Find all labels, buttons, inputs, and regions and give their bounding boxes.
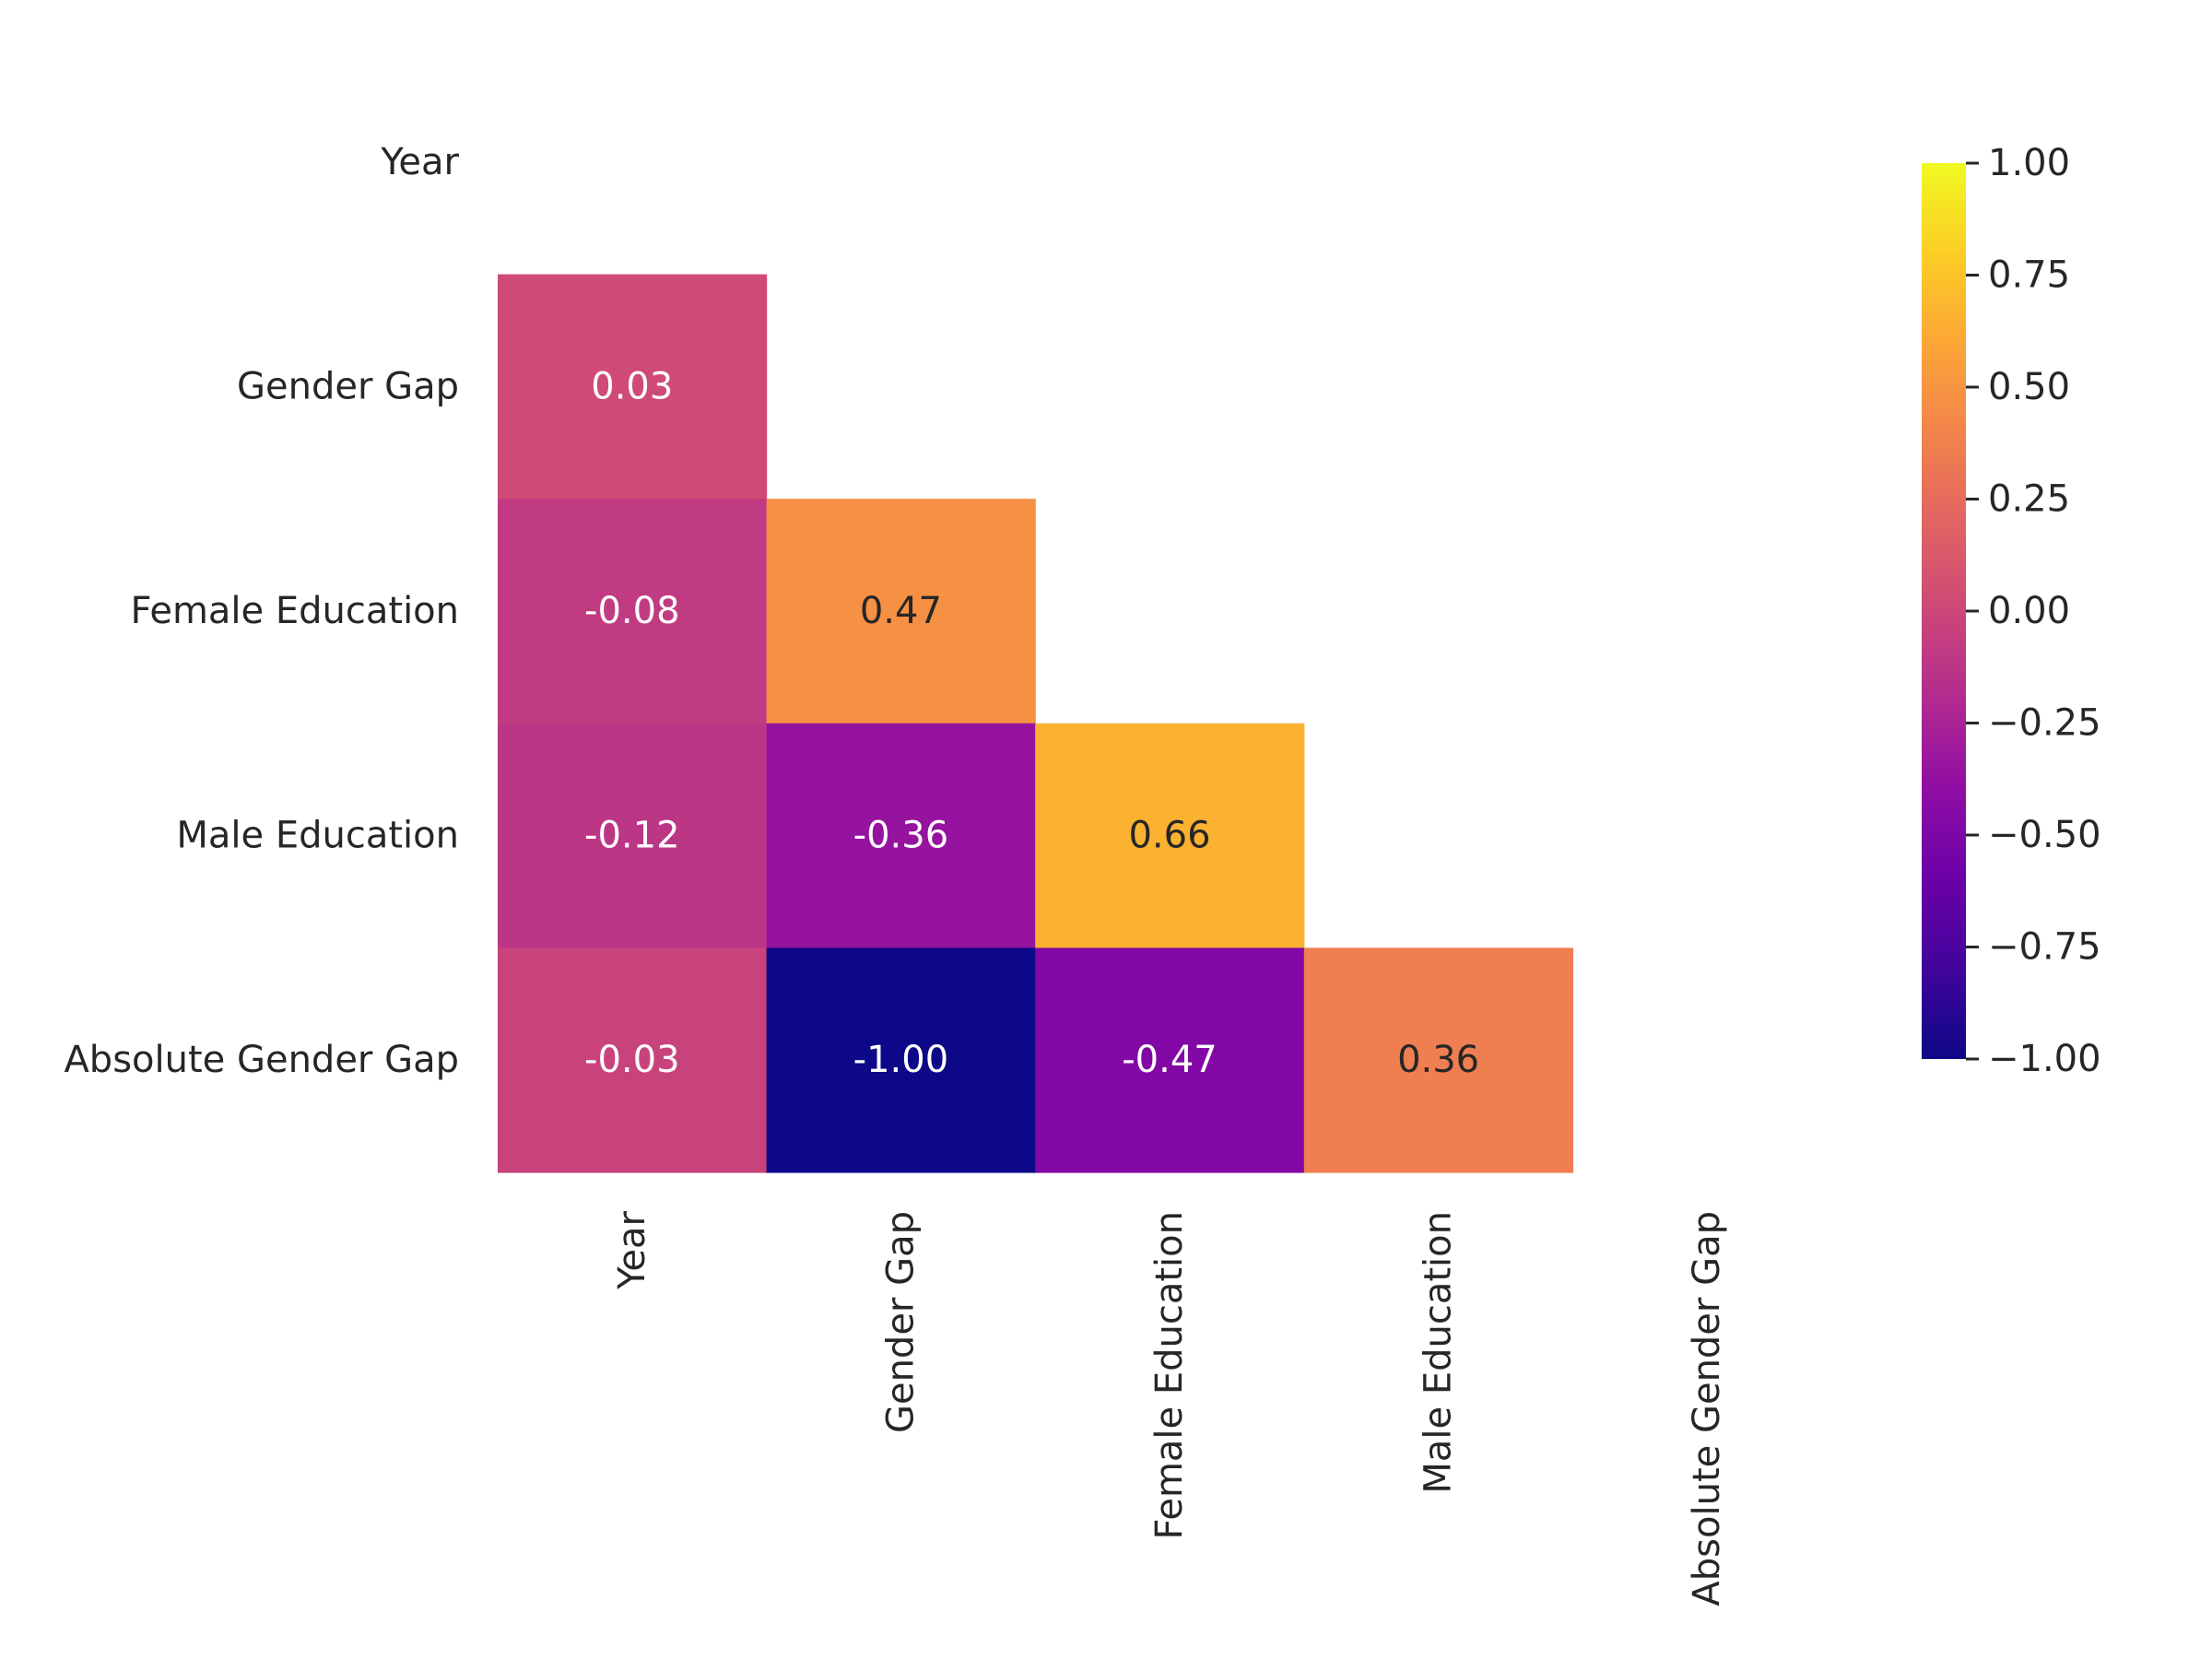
colorbar: 1.00 0.75 0.50 0.25 0.00 −0.25 −0.50 −0.75 −1.00 xyxy=(1922,142,2101,1080)
y-tick-label: Absolute Gender Gap xyxy=(64,1039,459,1081)
cell-value-label: -0.12 xyxy=(584,815,680,857)
x-tick-label: Male Education xyxy=(1418,1211,1460,1494)
cell-value-label: -0.08 xyxy=(584,590,680,632)
cell-value-label: -0.36 xyxy=(853,815,949,857)
cell-value-label: 0.66 xyxy=(1128,815,1210,857)
x-tick-label: Absolute Gender Gap xyxy=(1686,1211,1728,1606)
y-tick-label: Male Education xyxy=(176,815,459,857)
colorbar-tick-label: −0.50 xyxy=(1988,814,2101,856)
colorbar-tick-label: 0.25 xyxy=(1988,478,2070,521)
cell-value-label: 0.36 xyxy=(1397,1039,1479,1081)
cell-value-label: 0.03 xyxy=(591,365,673,407)
x-tick-label: Female Education xyxy=(1148,1211,1191,1539)
heatmap-cell xyxy=(498,947,768,1173)
heatmap-cell xyxy=(766,947,1036,1173)
cell-value-label: -0.47 xyxy=(1122,1039,1218,1081)
heatmap-cell xyxy=(498,723,768,948)
colorbar-tick-label: 0.50 xyxy=(1988,366,2070,408)
x-tick-label: Gender Gap xyxy=(879,1211,922,1433)
colorbar-gradient xyxy=(1922,163,1966,1059)
cell-value-label: -0.03 xyxy=(584,1039,680,1081)
cell-value-label: 0.47 xyxy=(860,590,942,632)
colorbar-tick-label: −0.25 xyxy=(1988,702,2101,745)
y-tick-label: Gender Gap xyxy=(237,365,459,407)
colorbar-tick-label: −0.75 xyxy=(1988,926,2101,969)
cell-value-label: -1.00 xyxy=(853,1039,949,1081)
colorbar-tick-label: 0.75 xyxy=(1988,254,2070,297)
heatmap-cell xyxy=(766,499,1036,724)
heatmap-cell xyxy=(766,723,1036,948)
heatmap-cell xyxy=(498,499,768,724)
x-tick-label: Year xyxy=(611,1210,653,1289)
colorbar-tick-label: −1.00 xyxy=(1988,1038,2101,1080)
heatmap-cells: 0.03 -0.08 0.47 -0.12 -0.36 0.66 -0.03 -1.00 -0.… xyxy=(498,274,1573,1173)
heatmap-cell xyxy=(498,274,768,500)
heatmap-cell xyxy=(1035,723,1305,948)
heatmap-cell xyxy=(1035,947,1305,1173)
x-tick-labels: Year Gender Gap Female Education Male Educa… xyxy=(611,1210,1728,1606)
y-tick-labels: Year Gender Gap Female Education Male Educa… xyxy=(64,141,459,1081)
heatmap-cell xyxy=(1303,947,1573,1173)
y-tick-label: Female Education xyxy=(131,590,459,632)
colorbar-tick-label: 1.00 xyxy=(1988,142,2070,184)
colorbar-tick-label: 0.00 xyxy=(1988,590,2070,632)
y-tick-label: Year xyxy=(380,141,459,183)
